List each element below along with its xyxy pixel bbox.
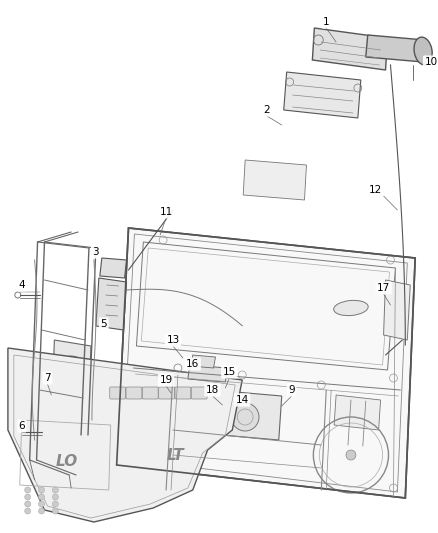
FancyBboxPatch shape <box>110 387 126 399</box>
Circle shape <box>53 487 58 493</box>
Polygon shape <box>100 258 127 278</box>
Polygon shape <box>312 28 388 70</box>
Text: 16: 16 <box>186 359 199 369</box>
Circle shape <box>53 494 58 500</box>
Polygon shape <box>366 35 425 62</box>
Text: LO: LO <box>56 455 78 470</box>
Text: 12: 12 <box>369 185 382 195</box>
Circle shape <box>346 450 356 460</box>
Circle shape <box>39 508 45 514</box>
Circle shape <box>53 508 58 514</box>
Text: 5: 5 <box>100 319 107 329</box>
Text: 15: 15 <box>223 367 236 377</box>
Text: 1: 1 <box>323 17 329 27</box>
Text: 7: 7 <box>44 373 51 383</box>
Text: 14: 14 <box>236 395 249 405</box>
Text: LT: LT <box>167 448 185 463</box>
Text: 6: 6 <box>18 421 25 431</box>
Circle shape <box>25 494 31 500</box>
Text: 13: 13 <box>166 335 180 345</box>
Circle shape <box>39 487 45 493</box>
FancyBboxPatch shape <box>126 387 142 399</box>
Polygon shape <box>96 278 127 330</box>
Circle shape <box>25 508 31 514</box>
FancyBboxPatch shape <box>191 387 207 399</box>
Circle shape <box>231 403 259 431</box>
Circle shape <box>25 501 31 507</box>
Polygon shape <box>188 365 227 382</box>
Ellipse shape <box>334 301 368 316</box>
Polygon shape <box>334 395 381 430</box>
Circle shape <box>25 487 31 493</box>
FancyBboxPatch shape <box>159 387 174 399</box>
Circle shape <box>55 356 87 388</box>
Circle shape <box>53 501 58 507</box>
Polygon shape <box>384 280 410 340</box>
Ellipse shape <box>414 37 432 65</box>
Polygon shape <box>209 390 282 440</box>
Text: 4: 4 <box>18 280 25 290</box>
Polygon shape <box>243 160 307 200</box>
Polygon shape <box>117 228 415 498</box>
Polygon shape <box>53 340 91 400</box>
Text: 10: 10 <box>424 57 438 67</box>
FancyBboxPatch shape <box>142 387 158 399</box>
FancyBboxPatch shape <box>175 387 191 399</box>
Text: 19: 19 <box>159 375 173 385</box>
Polygon shape <box>284 72 361 118</box>
Text: 11: 11 <box>159 207 173 217</box>
Text: 2: 2 <box>264 105 270 115</box>
Text: 18: 18 <box>206 385 219 395</box>
Polygon shape <box>8 348 242 522</box>
Polygon shape <box>191 355 215 368</box>
Circle shape <box>39 501 45 507</box>
Text: 3: 3 <box>92 247 99 257</box>
Text: 9: 9 <box>288 385 295 395</box>
Text: 17: 17 <box>377 283 390 293</box>
Circle shape <box>39 494 45 500</box>
